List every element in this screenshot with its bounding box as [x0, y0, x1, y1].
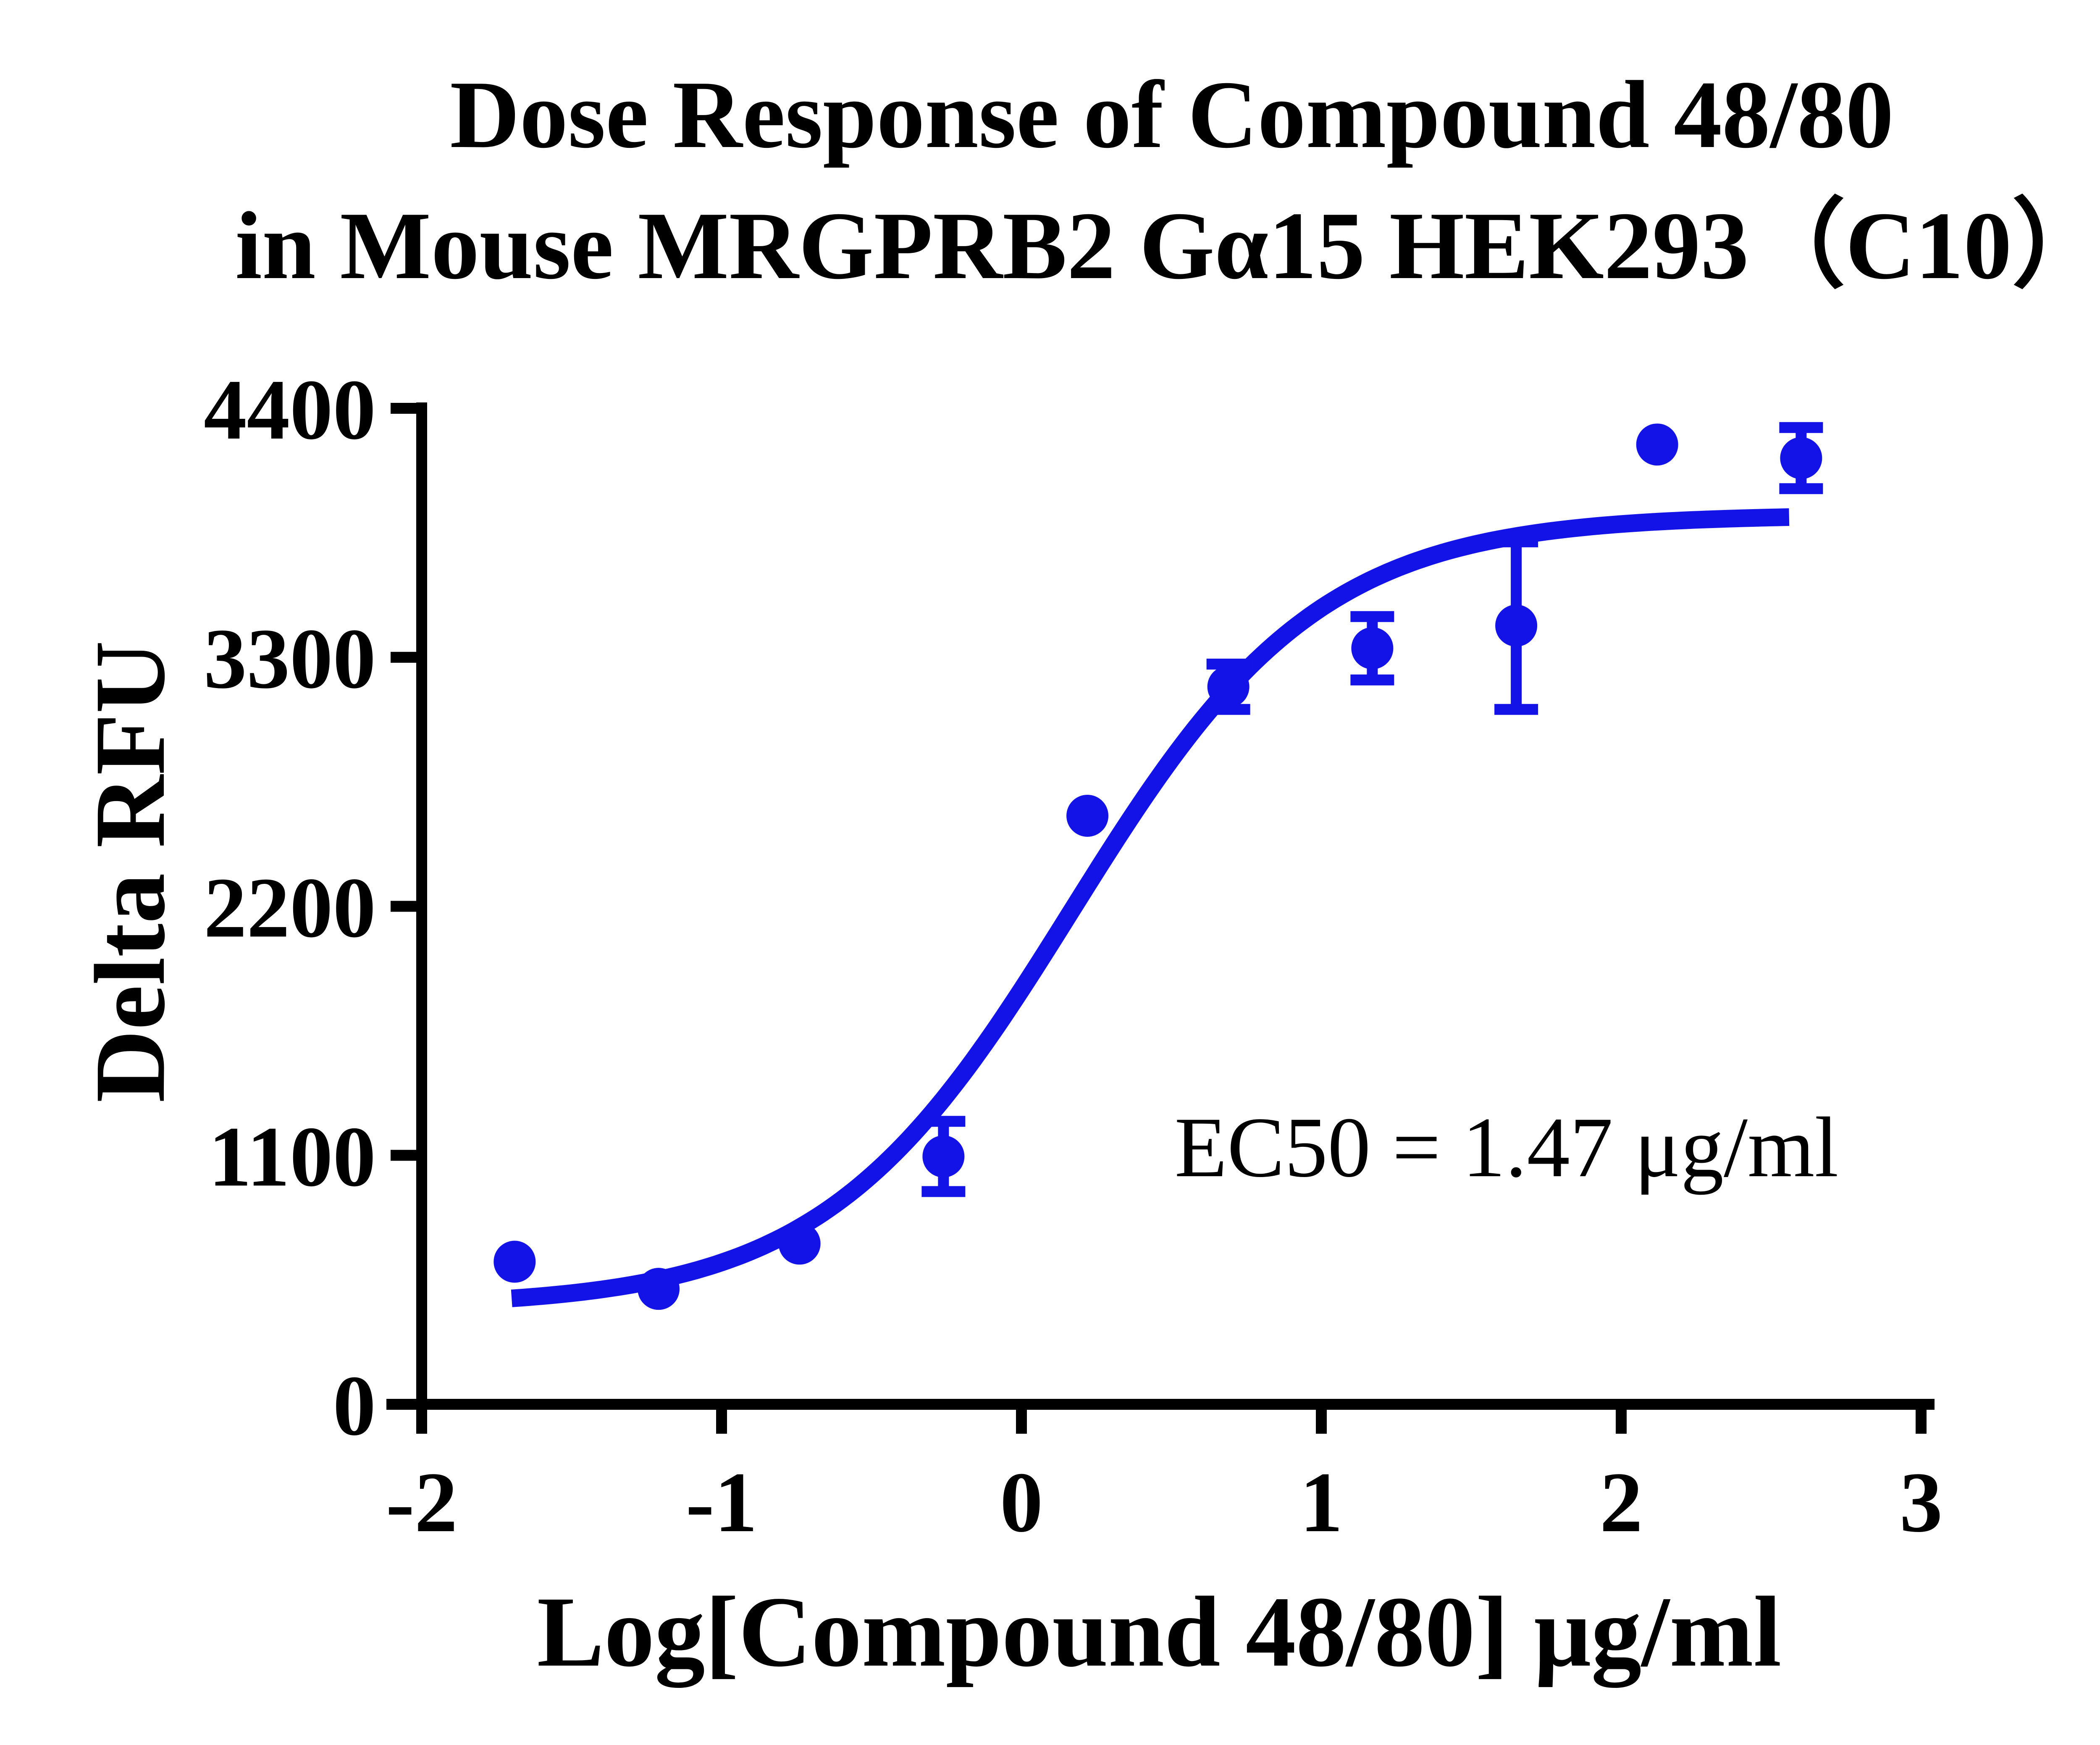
data-point	[1780, 437, 1822, 479]
y-tick-label: 0	[333, 1358, 376, 1453]
data-point	[1636, 423, 1678, 466]
chart-title-line1: Dose Response of Compound 48/80	[450, 61, 1894, 168]
data-point	[1207, 665, 1250, 708]
y-tick-label: 4400	[204, 362, 376, 457]
y-tick-label: 3300	[204, 611, 376, 707]
x-tick-label: 0	[1000, 1455, 1043, 1550]
ec50-annotation: EC50 = 1.47 μg/ml	[1175, 1100, 1839, 1195]
fit-curve	[509, 508, 1792, 1307]
chart-title-line2: in Mouse MRGPRB2 Gα15 HEK293（C10）	[235, 192, 2100, 299]
data-point	[638, 1268, 680, 1310]
data-point	[922, 1135, 965, 1177]
y-tick-label: 2200	[204, 860, 376, 956]
data-point	[1351, 627, 1394, 670]
y-tick-label: 1100	[208, 1109, 376, 1204]
data-point	[1495, 604, 1538, 647]
data-point	[778, 1222, 821, 1265]
x-tick-label: -1	[686, 1455, 758, 1550]
x-tick-label: -2	[386, 1455, 458, 1550]
x-tick-label: 2	[1600, 1455, 1643, 1550]
x-tick-label: 3	[1900, 1455, 1943, 1550]
x-tick-label: 1	[1300, 1455, 1343, 1550]
x-axis-label: Log[Compound 48/80] μg/ml	[537, 1576, 1781, 1688]
plot-layer: 0 1100 2200 3300 4400 -2 -1 0 1 2 3	[204, 362, 1942, 1550]
data-point	[1066, 794, 1109, 837]
data-point	[494, 1240, 536, 1283]
y-axis-label: Delta RFU	[74, 641, 186, 1103]
